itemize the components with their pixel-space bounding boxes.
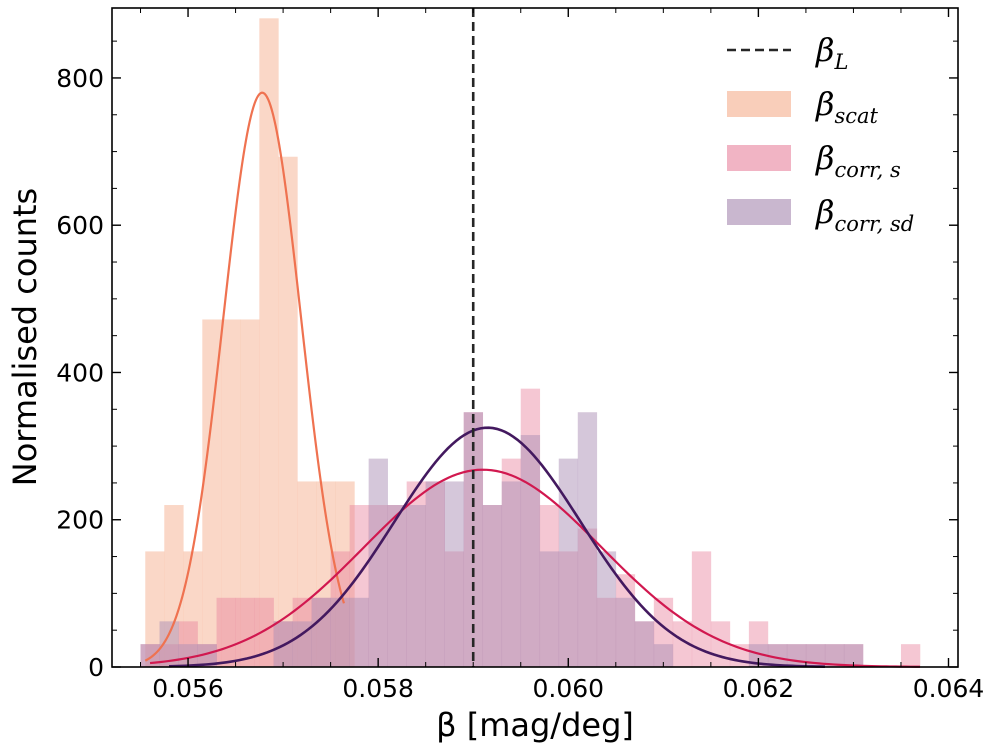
bar-1-6 [254, 597, 274, 667]
axis-tick-labels: 0.056 0.058 0.060 0.062 0.064 0 200 400 600 800 [56, 64, 984, 703]
bar-1-4 [216, 597, 236, 667]
legend-patch-swatch-1 [727, 91, 791, 117]
bar-0-6 [259, 18, 279, 668]
xtick-label-4: 0.064 [913, 674, 985, 703]
legend-entry-0: βL [727, 31, 848, 74]
ytick-label-0: 0 [88, 653, 104, 682]
bar-2-12 [425, 481, 445, 667]
ytick-label-3: 600 [56, 211, 104, 240]
ytick-label-1: 200 [56, 506, 104, 535]
bar-2-8 [349, 597, 369, 667]
xtick-label-0: 0.056 [152, 674, 224, 703]
legend-patch-swatch-3 [727, 199, 791, 225]
bar-2-16 [501, 481, 522, 667]
bar-0-5 [240, 319, 260, 667]
bar-2-21 [596, 551, 617, 667]
bar-2-6 [311, 597, 331, 667]
y-axis-label: Normalised counts [6, 188, 44, 486]
legend-label-0: βL [815, 31, 848, 74]
ytick-label-4: 800 [56, 64, 104, 93]
axis-ticks [112, 8, 958, 668]
bar-2-27 [786, 644, 807, 667]
bar-2-14 [463, 412, 484, 667]
series-0-bars [145, 18, 355, 668]
bar-2-5 [292, 621, 312, 667]
bar-2-26 [767, 644, 788, 667]
legend-label-2: βcorr, s [815, 139, 901, 182]
bar-2-24 [653, 644, 674, 667]
series-2-bars [140, 412, 864, 667]
bar-2-0 [140, 644, 160, 667]
histogram-bars [140, 18, 921, 668]
legend-entry-3: βcorr, sd [727, 193, 914, 236]
x-axis-label: β [mag/deg] [436, 706, 634, 744]
bar-2-25 [748, 644, 769, 667]
bar-2-3 [197, 644, 217, 667]
legend-label-1: βscat [815, 85, 879, 128]
fit-line-1 [149, 468, 920, 668]
bar-2-30 [843, 644, 864, 667]
xtick-label-2: 0.060 [532, 674, 604, 703]
bar-2-28 [805, 644, 826, 667]
bar-2-15 [482, 505, 503, 667]
bar-2-22 [615, 597, 636, 667]
bar-2-9 [368, 458, 388, 667]
xtick-label-3: 0.062 [723, 674, 795, 703]
bar-2-19 [558, 458, 579, 667]
bar-2-17 [520, 435, 541, 667]
fit-line-2 [168, 426, 825, 668]
bar-2-2 [178, 644, 198, 667]
legend: βL βscat βcorr, s βcorr, sd [727, 31, 914, 236]
legend-entry-1: βscat [727, 85, 879, 128]
bar-0-4 [221, 319, 241, 667]
bar-2-1 [159, 621, 179, 667]
bar-2-13 [444, 481, 465, 667]
fit-curves [144, 91, 920, 668]
xtick-label-1: 0.058 [342, 674, 414, 703]
bar-1-38 [900, 644, 921, 667]
legend-label-3: βcorr, sd [815, 193, 914, 236]
legend-patch-swatch-2 [727, 145, 791, 171]
bar-0-2 [183, 551, 203, 667]
bar-1-5 [235, 597, 255, 667]
bar-0-3 [202, 319, 222, 667]
bar-2-10 [387, 505, 407, 667]
plot-frame [111, 7, 959, 668]
bar-2-23 [634, 621, 655, 667]
bar-2-11 [406, 505, 426, 667]
bar-2-18 [539, 551, 560, 667]
fit-line-0 [144, 91, 345, 662]
bar-2-20 [577, 412, 598, 667]
bar-1-28 [672, 621, 693, 667]
bar-2-7 [330, 597, 350, 667]
ytick-label-2: 400 [56, 358, 104, 387]
legend-entry-2: βcorr, s [727, 139, 901, 182]
bar-0-7 [278, 156, 298, 668]
bar-2-29 [824, 644, 845, 667]
bar-1-29 [691, 551, 712, 667]
